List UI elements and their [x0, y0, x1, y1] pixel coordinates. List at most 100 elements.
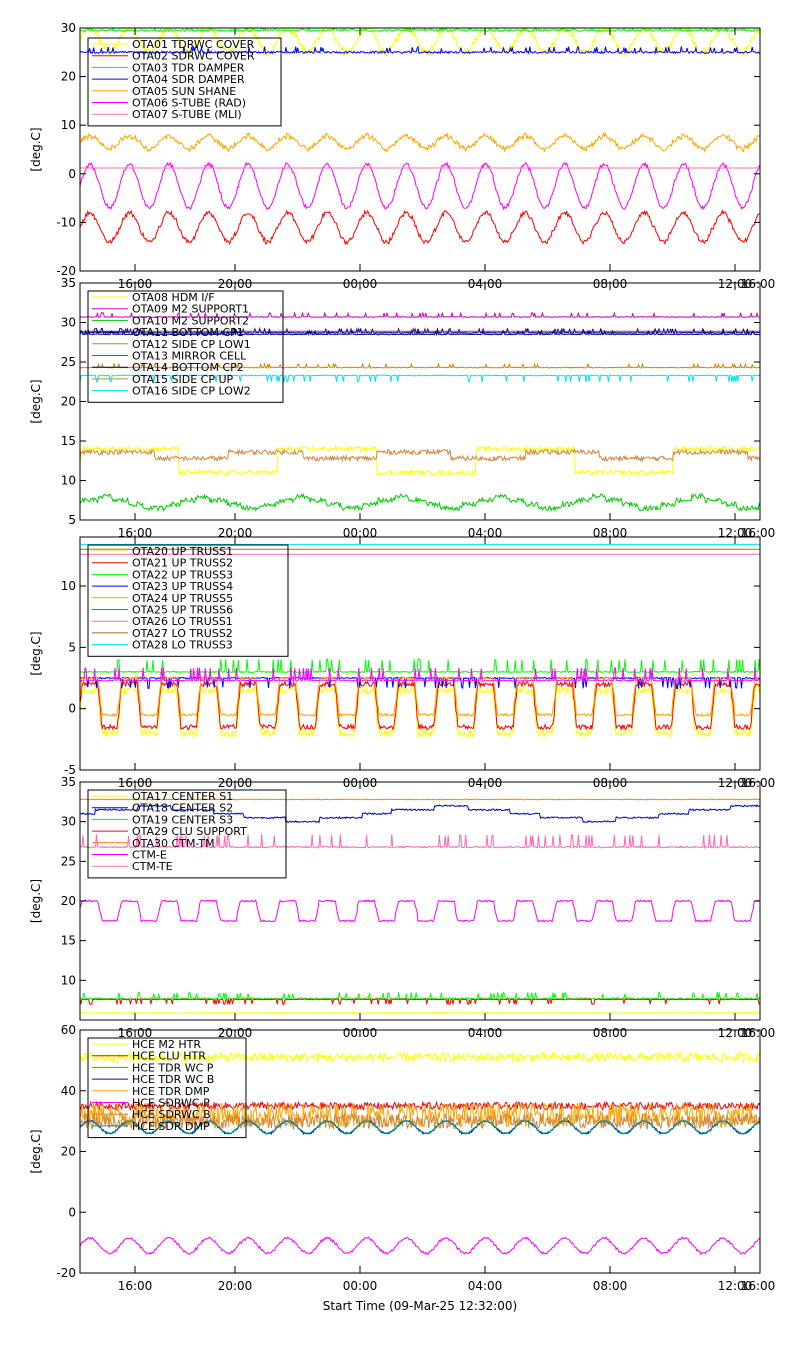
y-tick-label: 30 — [61, 815, 76, 829]
legend-box — [87, 290, 284, 403]
legend-label: OTA02 SDRWC COVER — [132, 50, 255, 63]
series-line-7 — [80, 1112, 760, 1131]
y-axis-title: [deg.C] — [29, 127, 43, 171]
y-tick-label: 0 — [68, 167, 76, 181]
legend-box — [87, 1037, 247, 1139]
series-line-4 — [80, 998, 760, 1006]
series-line-3 — [80, 991, 760, 1001]
y-tick-label: 20 — [61, 894, 76, 908]
x-axis-title: Start Time (09-Mar-25 12:32:00) — [323, 1299, 517, 1313]
legend-label: OTA07 S-TUBE (MLI) — [132, 108, 242, 121]
series-line-6 — [80, 899, 760, 923]
series-line-5 — [80, 131, 760, 153]
legend-label: OTA14 BOTTOM CP2 — [132, 361, 244, 374]
series-line-7 — [80, 833, 760, 850]
y-tick-label: 30 — [61, 316, 76, 330]
series-line-4 — [80, 45, 760, 55]
legend-label: HCE M2 HTR — [132, 1038, 201, 1051]
legend-label: OTA21 UP TRUSS2 — [132, 557, 233, 570]
series-line-1 — [80, 1050, 760, 1064]
legend-label: OTA27 LO TRUSS2 — [132, 627, 233, 640]
legend-label: CTM-TE — [132, 860, 173, 873]
legend-label: OTA17 CENTER S1 — [132, 790, 233, 803]
series-line-1 — [80, 684, 760, 739]
series-group — [80, 1050, 760, 1256]
series-group — [80, 28, 760, 246]
series-line-1 — [80, 444, 760, 477]
series-line-7 — [80, 328, 760, 337]
legend-label: HCE TDR DMP — [132, 1085, 210, 1098]
series-line-3 — [80, 492, 760, 513]
y-tick-label: 30 — [61, 21, 76, 35]
legend-label: OTA20 UP TRUSS1 — [132, 545, 233, 558]
x-tick-label: 12:00 — [718, 1279, 753, 1293]
series-line-5 — [80, 362, 760, 370]
y-tick-label: 20 — [61, 395, 76, 409]
series-line-5 — [80, 675, 760, 718]
legend-label: HCE CLU HTR — [132, 1050, 206, 1063]
y-tick-label: 20 — [61, 70, 76, 84]
y-tick-label: -5 — [64, 763, 76, 777]
legend-box — [87, 789, 287, 879]
series-line-2 — [80, 209, 760, 246]
x-tick-label: 16:00 — [118, 1279, 153, 1293]
y-tick-label: -10 — [56, 215, 76, 229]
legend-label: OTA18 CENTER S2 — [132, 802, 233, 815]
y-tick-label: 35 — [61, 775, 76, 789]
series-line-6 — [80, 1236, 760, 1256]
legend-label: OTA01 TDRWC COVER — [132, 38, 255, 51]
legend-label: OTA05 SUN SHANE — [132, 85, 236, 98]
x-tick-label: 16:00 — [741, 1026, 776, 1040]
legend-label: OTA22 UP TRUSS3 — [132, 568, 233, 581]
y-tick-label: -20 — [56, 264, 76, 278]
y-tick-label: 5 — [68, 640, 76, 654]
series-line-8 — [80, 447, 760, 463]
legend-box — [87, 37, 282, 127]
legend-label: OTA15 SIDE CP UP — [132, 373, 234, 386]
legend-label: HCE SDRWC B — [132, 1108, 211, 1121]
series-line-6 — [80, 667, 760, 683]
y-tick-label: 0 — [68, 702, 76, 716]
y-tick-label: 10 — [61, 474, 76, 488]
legend-label: OTA26 LO TRUSS1 — [132, 615, 233, 628]
y-tick-label: 60 — [61, 1023, 76, 1037]
y-tick-label: 10 — [61, 579, 76, 593]
legend-label: OTA08 HDM I/F — [132, 291, 215, 304]
legend-box — [87, 544, 289, 657]
series-group — [80, 798, 760, 1014]
series-line-2 — [80, 1100, 760, 1112]
y-tick-label: 35 — [61, 276, 76, 290]
y-tick-label: 5 — [68, 513, 76, 527]
y-tick-label: 0 — [68, 1205, 76, 1219]
x-tick-label: 16:00 — [741, 1279, 776, 1293]
series-line-6 — [80, 161, 760, 211]
series-line-2 — [80, 804, 760, 824]
x-tick-label: 16:00 — [741, 526, 776, 540]
series-line-4 — [80, 326, 760, 335]
x-tick-label: 16:00 — [741, 277, 776, 291]
legend-label: HCE SDR DMP — [132, 1120, 210, 1133]
legend-label: OTA25 UP TRUSS6 — [132, 604, 233, 617]
series-line-3 — [80, 28, 760, 33]
plot-frame — [79, 27, 761, 272]
y-tick-label: 10 — [61, 118, 76, 132]
y-axis-title: [deg.C] — [29, 631, 43, 675]
y-axis-title: [deg.C] — [29, 1129, 43, 1173]
legend-label: OTA19 CENTER S3 — [132, 813, 233, 826]
series-line-2 — [80, 679, 760, 732]
y-tick-label: 15 — [61, 934, 76, 948]
series-line-5 — [80, 798, 760, 801]
legend-label: OTA04 SDR DAMPER — [132, 73, 245, 86]
legend-label: OTA03 TDR DAMPER — [132, 61, 245, 74]
x-tick-label: 20:00 — [218, 1279, 253, 1293]
y-tick-label: 20 — [61, 1145, 76, 1159]
panel-5: -20 0 20 40 60 [deg.C] 16:00 20:00 00:00 04:00 08:… — [29, 1023, 775, 1293]
x-tick-label: 00:00 — [343, 1279, 378, 1293]
legend-label: OTA09 M2 SUPPORT1 — [132, 303, 249, 316]
legend-label: OTA30 CTM-TM — [132, 837, 215, 850]
